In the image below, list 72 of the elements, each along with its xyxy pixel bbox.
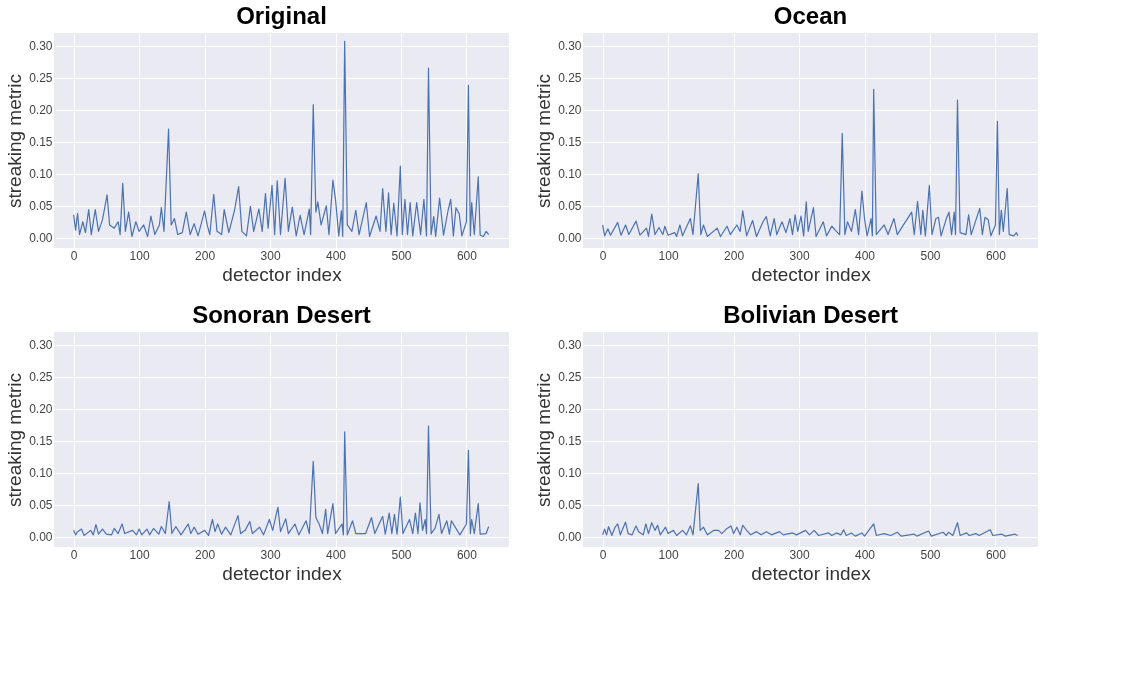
y-tick-label: 0.05 [29, 199, 53, 214]
y-tick-label: 0.05 [558, 498, 582, 513]
line-series [73, 425, 490, 537]
x-tick-label: 600 [456, 547, 478, 562]
y-tick-label: 0.15 [558, 135, 582, 150]
x-tick-label: 100 [129, 547, 150, 562]
x-tick-label: 600 [456, 248, 478, 263]
x-tick-label: 300 [789, 248, 810, 263]
y-axis-title: streaking metric [533, 73, 555, 209]
chart-title: Sonoran Desert [192, 301, 371, 328]
y-tick-label: 0.15 [558, 434, 582, 449]
x-tick-label: 500 [391, 248, 412, 263]
y-tick-label: 0.00 [29, 231, 53, 246]
y-tick-label: 0.05 [29, 498, 53, 513]
x-axis-title: detector index [222, 562, 343, 584]
x-tick-label: 100 [658, 547, 679, 562]
chart-title: Ocean [773, 2, 848, 29]
y-tick-label: 0.25 [29, 71, 53, 86]
y-tick-label: 0.20 [558, 103, 582, 118]
x-tick-label: 0 [70, 248, 78, 263]
line-series [602, 483, 1019, 537]
x-tick-label: 400 [855, 547, 876, 562]
x-tick-label: 500 [920, 248, 941, 263]
x-tick-label: 300 [260, 547, 281, 562]
y-tick-label: 0.30 [558, 39, 582, 54]
y-tick-label: 0.15 [29, 434, 53, 449]
line-series [73, 40, 490, 238]
x-tick-label: 0 [599, 547, 607, 562]
x-tick-label: 600 [985, 248, 1007, 263]
x-axis-title: detector index [222, 263, 343, 285]
x-tick-label: 500 [391, 547, 412, 562]
y-tick-label: 0.10 [29, 167, 53, 182]
y-tick-label: 0.00 [558, 231, 582, 246]
x-tick-label: 200 [195, 248, 216, 263]
x-tick-label: 400 [326, 547, 347, 562]
x-tick-label: 200 [724, 248, 745, 263]
x-tick-label: 400 [855, 248, 876, 263]
y-tick-label: 0.05 [558, 199, 582, 214]
x-tick-label: 200 [724, 547, 745, 562]
y-tick-label: 0.25 [558, 370, 582, 385]
x-tick-label: 400 [326, 248, 347, 263]
x-tick-label: 500 [920, 547, 941, 562]
y-tick-label: 0.30 [558, 338, 582, 353]
x-tick-label: 0 [70, 547, 78, 562]
y-tick-label: 0.20 [558, 402, 582, 417]
y-tick-label: 0.10 [29, 466, 53, 481]
y-axis-title: streaking metric [4, 372, 26, 508]
x-tick-label: 300 [789, 547, 810, 562]
y-tick-label: 0.20 [29, 103, 53, 118]
y-axis-title: streaking metric [4, 73, 26, 209]
x-axis-title: detector index [751, 562, 872, 584]
y-tick-label: 0.30 [29, 338, 53, 353]
line-series [602, 88, 1019, 238]
x-tick-label: 300 [260, 248, 281, 263]
x-tick-label: 100 [658, 248, 679, 263]
y-tick-label: 0.20 [29, 402, 53, 417]
chart-title: Original [236, 2, 327, 29]
y-tick-label: 0.00 [29, 530, 53, 545]
x-axis-title: detector index [751, 263, 872, 285]
x-tick-label: 0 [599, 248, 607, 263]
y-tick-label: 0.25 [29, 370, 53, 385]
chart-title: Bolivian Desert [723, 301, 898, 328]
y-axis-title: streaking metric [533, 372, 555, 508]
y-tick-label: 0.00 [558, 530, 582, 545]
y-tick-label: 0.10 [558, 167, 582, 182]
y-tick-label: 0.15 [29, 135, 53, 150]
x-tick-label: 600 [985, 547, 1007, 562]
y-tick-label: 0.25 [558, 71, 582, 86]
x-tick-label: 100 [129, 248, 150, 263]
x-tick-label: 200 [195, 547, 216, 562]
y-tick-label: 0.30 [29, 39, 53, 54]
y-tick-label: 0.10 [558, 466, 582, 481]
